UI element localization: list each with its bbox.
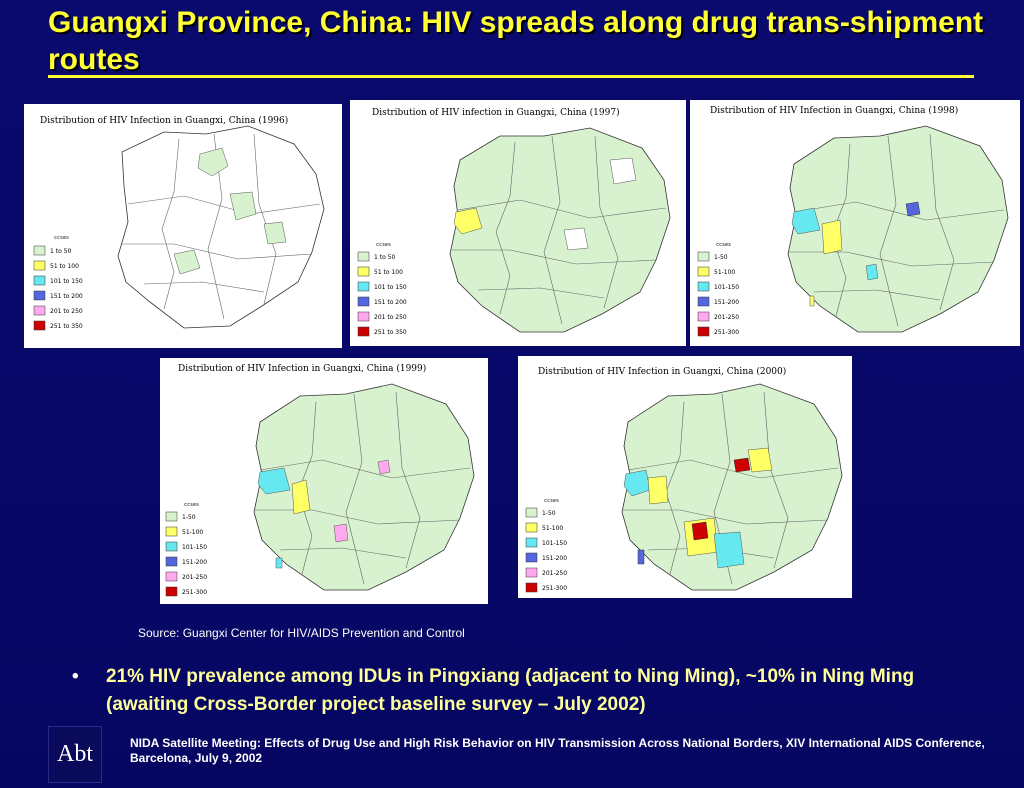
legend-swatch-5 xyxy=(165,571,178,582)
legend-swatch-2 xyxy=(697,266,710,277)
legend-swatch-5 xyxy=(33,305,46,316)
legend-label-1: 1-50 xyxy=(542,510,556,517)
legend-header: ccses xyxy=(184,502,199,508)
legend-label-6: 251-300 xyxy=(182,589,207,596)
map-title: Distribution of HIV Infection in Guangxi… xyxy=(178,363,426,374)
legend-swatch-6 xyxy=(525,582,538,593)
map-legend: 1 to 50 51 to 100 101 to 150 151 to 200 … xyxy=(357,251,407,337)
legend-swatch-4 xyxy=(165,556,178,567)
legend-label-1: 1-50 xyxy=(714,254,728,261)
legend-swatch-1 xyxy=(357,251,370,262)
legend-label-4: 151 to 200 xyxy=(50,293,83,300)
legend-header: ccses xyxy=(54,235,69,241)
legend-swatch-1 xyxy=(525,507,538,518)
legend-label-4: 151-200 xyxy=(714,299,739,306)
legend-label-2: 51-100 xyxy=(542,525,563,532)
legend-swatch-3 xyxy=(357,281,370,292)
bullet-icon: • xyxy=(72,666,79,687)
map-legend: 1-50 51-100 101-150 151-200 201-250 251-… xyxy=(525,507,567,593)
legend-swatch-5 xyxy=(697,311,710,322)
title-underline xyxy=(48,75,974,78)
map-2000: Distribution of HIV Infection in Guangxi… xyxy=(518,356,852,598)
legend-swatch-1 xyxy=(165,511,178,522)
legend-swatch-2 xyxy=(165,526,178,537)
legend-swatch-2 xyxy=(357,266,370,277)
map-title: Distribution of HIV Infection in Guangxi… xyxy=(710,105,958,116)
slide-title: Guangxi Province, China: HIV spreads alo… xyxy=(48,6,984,76)
legend-label-4: 151-200 xyxy=(182,559,207,566)
legend-header: ccses xyxy=(716,242,731,248)
legend-swatch-4 xyxy=(357,296,370,307)
bullet-point: • 21% HIV prevalence among IDUs in Pingx… xyxy=(72,663,972,719)
legend-swatch-4 xyxy=(33,290,46,301)
map-legend: 1-50 51-100 101-150 151-200 201-250 251-… xyxy=(165,511,207,597)
legend-label-3: 101-150 xyxy=(714,284,739,291)
logo-text: Abt xyxy=(57,741,93,767)
legend-label-5: 201 to 250 xyxy=(50,308,83,315)
legend-label-4: 151 to 200 xyxy=(374,299,407,306)
legend-label-6: 251 to 350 xyxy=(374,329,407,336)
legend-label-6: 251-300 xyxy=(542,585,567,592)
map-title: Distribution of HIV Infection in Guangxi… xyxy=(40,115,288,126)
map-1998: Distribution of HIV Infection in Guangxi… xyxy=(690,100,1020,346)
legend-label-2: 51 to 100 xyxy=(374,269,403,276)
legend-swatch-4 xyxy=(525,552,538,563)
legend-label-3: 101-150 xyxy=(542,540,567,547)
legend-swatch-2 xyxy=(525,522,538,533)
legend-label-1: 1 to 50 xyxy=(374,254,395,261)
legend-label-5: 201 to 250 xyxy=(374,314,407,321)
map-title: Distribution of HIV infection in Guangxi… xyxy=(372,107,620,118)
legend-label-3: 101 to 150 xyxy=(50,278,83,285)
legend-swatch-2 xyxy=(33,260,46,271)
legend-swatch-6 xyxy=(33,320,46,331)
legend-header: ccses xyxy=(544,498,559,504)
legend-label-3: 101-150 xyxy=(182,544,207,551)
legend-label-5: 201-250 xyxy=(714,314,739,321)
legend-label-2: 51-100 xyxy=(182,529,203,536)
legend-label-5: 201-250 xyxy=(182,574,207,581)
map-legend: 1 to 50 51 to 100 101 to 150 151 to 200 … xyxy=(33,245,83,331)
legend-label-1: 1-50 xyxy=(182,514,196,521)
legend-label-6: 251-300 xyxy=(714,329,739,336)
legend-swatch-6 xyxy=(697,326,710,337)
abt-logo: Abt xyxy=(48,726,102,783)
legend-label-4: 151-200 xyxy=(542,555,567,562)
legend-label-3: 101 to 150 xyxy=(374,284,407,291)
map-1999: Distribution of HIV Infection in Guangxi… xyxy=(160,358,488,604)
legend-swatch-5 xyxy=(357,311,370,322)
legend-label-2: 51-100 xyxy=(714,269,735,276)
legend-swatch-3 xyxy=(525,537,538,548)
legend-label-1: 1 to 50 xyxy=(50,248,71,255)
bullet-text: 21% HIV prevalence among IDUs in Pingxia… xyxy=(106,666,915,715)
legend-swatch-3 xyxy=(697,281,710,292)
map-1997: Distribution of HIV infection in Guangxi… xyxy=(350,100,686,346)
legend-swatch-6 xyxy=(357,326,370,337)
legend-swatch-5 xyxy=(525,567,538,578)
legend-swatch-4 xyxy=(697,296,710,307)
legend-swatch-1 xyxy=(697,251,710,262)
legend-swatch-3 xyxy=(165,541,178,552)
legend-swatch-1 xyxy=(33,245,46,256)
map-title: Distribution of HIV Infection in Guangxi… xyxy=(538,366,786,377)
legend-swatch-3 xyxy=(33,275,46,286)
legend-header: ccses xyxy=(376,242,391,248)
legend-label-5: 201-250 xyxy=(542,570,567,577)
legend-label-2: 51 to 100 xyxy=(50,263,79,270)
map-1996: Distribution of HIV Infection in Guangxi… xyxy=(24,104,342,348)
legend-label-6: 251 to 350 xyxy=(50,323,83,330)
source-caption: Source: Guangxi Center for HIV/AIDS Prev… xyxy=(138,626,465,640)
map-legend: 1-50 51-100 101-150 151-200 201-250 251-… xyxy=(697,251,739,337)
legend-swatch-6 xyxy=(165,586,178,597)
footer-text: NIDA Satellite Meeting: Effects of Drug … xyxy=(130,736,985,765)
